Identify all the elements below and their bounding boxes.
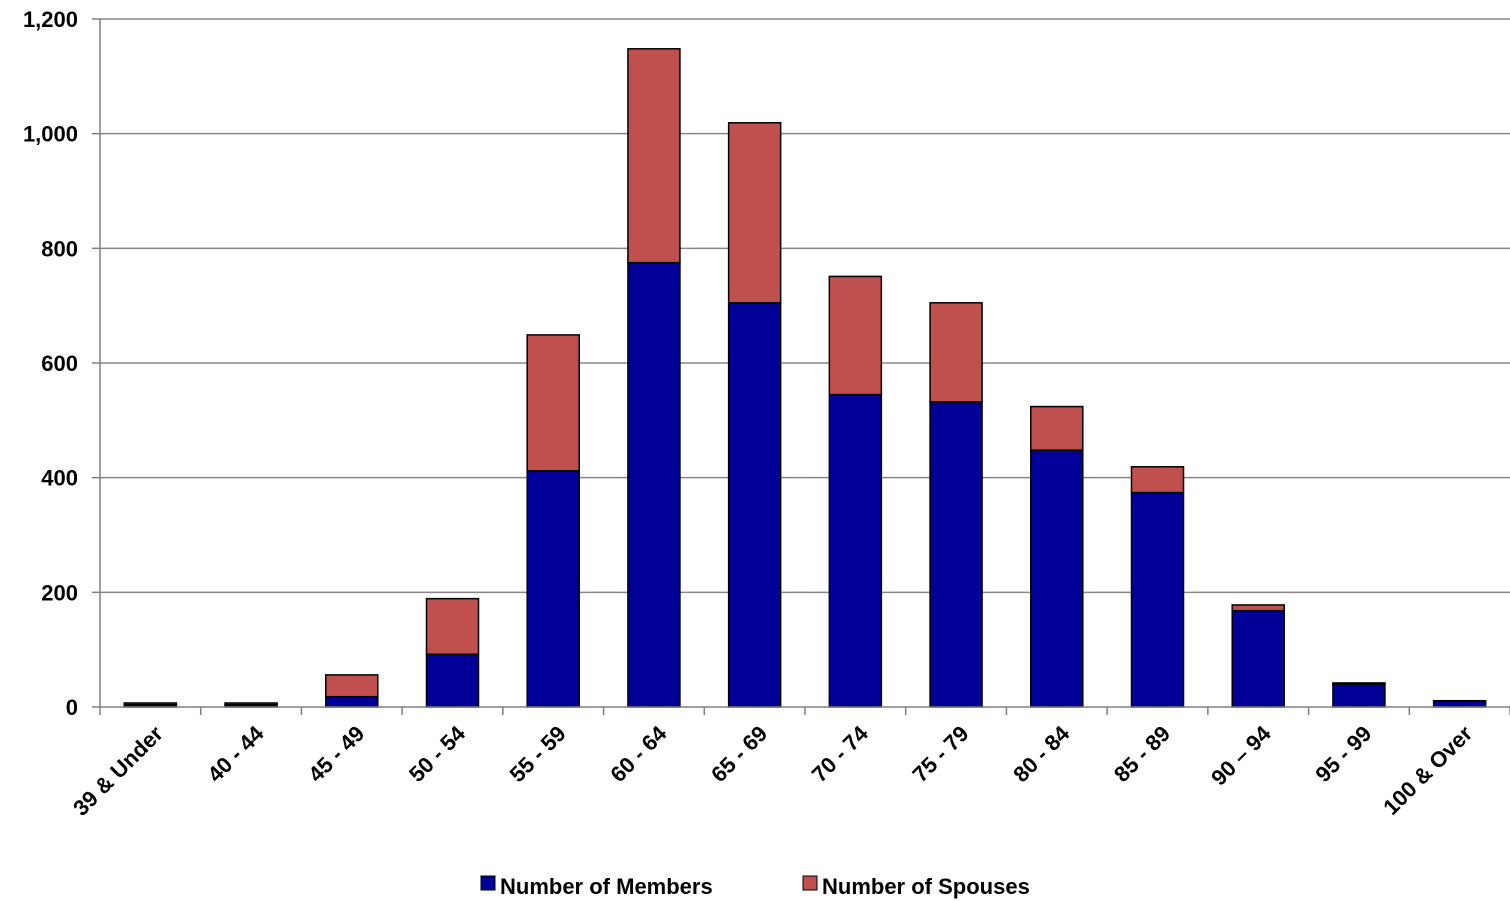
y-tick-label: 800: [41, 236, 78, 261]
bar-members: [1332, 683, 1386, 708]
x-tick-label: 50 - 54: [404, 720, 471, 787]
x-tick-label: 60 - 64: [605, 720, 672, 787]
bar-spouses: [828, 275, 883, 396]
bar-members: [828, 393, 883, 708]
bar-members: [727, 302, 782, 708]
bar-members: [1231, 609, 1285, 708]
bars: [123, 48, 1487, 708]
y-tick-label: 1,200: [23, 7, 78, 32]
x-tick-label: 85 - 89: [1109, 721, 1175, 787]
legend-swatch-members: [480, 875, 496, 891]
x-tick-label: 40 - 44: [202, 720, 269, 787]
x-tick-label: 95 - 99: [1310, 721, 1376, 787]
y-axis: 0 200 400 600 800 1,000 1,200: [23, 7, 101, 720]
bar-spouses: [727, 122, 782, 304]
bar-members: [627, 261, 681, 708]
bar-spouses: [526, 334, 580, 472]
bar-members: [1030, 449, 1084, 708]
bar-spouses: [1231, 604, 1285, 612]
x-tick-label: 100 & Over: [1378, 721, 1477, 820]
x-tick-label: 39 & Under: [68, 721, 168, 821]
bar-spouses: [1030, 405, 1084, 451]
bar-spouses: [1332, 682, 1386, 685]
y-tick-label: 400: [41, 466, 78, 491]
legend-label-members: Number of Members: [500, 874, 713, 899]
legend-label-spouses: Number of Spouses: [822, 874, 1030, 899]
bar-members: [1432, 700, 1487, 708]
bar-spouses: [1432, 699, 1487, 703]
bar-spouses: [1130, 466, 1185, 494]
x-tick-label: 45 - 49: [303, 721, 369, 787]
x-tick-label: 80 - 84: [1008, 720, 1075, 787]
legend: Number of Members Number of Spouses: [480, 874, 1030, 899]
x-tick-label: 90 – 94: [1206, 720, 1276, 790]
x-tick-label: 75 - 79: [907, 721, 973, 787]
bar-spouses: [325, 674, 379, 698]
bar-spouses: [627, 48, 681, 264]
bar-members: [929, 401, 983, 708]
legend-swatch-spouses: [802, 875, 818, 891]
bar-spouses: [224, 702, 278, 706]
bar-spouses: [425, 597, 480, 656]
x-tick-label: 55 - 59: [505, 721, 571, 787]
y-tick-label: 1,000: [23, 122, 78, 147]
gridlines: [100, 18, 1510, 594]
bar-members: [526, 470, 580, 708]
x-tick-label: 65 - 69: [706, 721, 772, 787]
bar-members: [425, 653, 480, 708]
y-tick-label: 200: [41, 580, 78, 605]
bar-spouses: [929, 302, 983, 403]
y-tick-label: 600: [41, 351, 78, 376]
bar-members: [325, 695, 379, 708]
bar-members: [1130, 491, 1185, 708]
x-tick-label: 70 - 74: [807, 720, 874, 787]
bar-spouses: [123, 702, 178, 706]
x-axis: 39 & Under 40 - 44 45 - 49 50 - 54 55 - 59 60…: [68, 706, 1510, 821]
y-tick-label: 0: [66, 695, 78, 720]
